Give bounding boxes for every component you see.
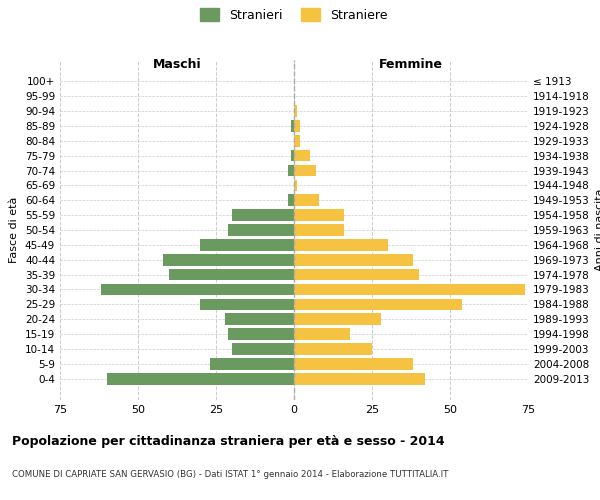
Bar — [232, 343, 294, 355]
Bar — [229, 224, 294, 236]
Bar — [294, 194, 319, 206]
Text: Popolazione per cittadinanza straniera per età e sesso - 2014: Popolazione per cittadinanza straniera p… — [12, 435, 445, 448]
Bar — [294, 150, 310, 162]
Bar — [288, 164, 294, 176]
Y-axis label: Fasce di età: Fasce di età — [10, 197, 19, 263]
Bar — [294, 135, 300, 146]
Bar — [229, 328, 294, 340]
Bar — [294, 254, 413, 266]
Bar — [294, 164, 316, 176]
Bar — [200, 298, 294, 310]
Bar — [294, 180, 297, 191]
Bar — [169, 269, 294, 280]
Legend: Stranieri, Straniere: Stranieri, Straniere — [196, 3, 392, 26]
Bar — [294, 373, 425, 384]
Bar — [163, 254, 294, 266]
Bar — [294, 224, 344, 236]
Bar — [294, 314, 382, 325]
Bar — [294, 284, 525, 296]
Bar — [294, 358, 413, 370]
Bar — [294, 239, 388, 250]
Bar — [294, 343, 372, 355]
Y-axis label: Anni di nascita: Anni di nascita — [595, 188, 600, 271]
Bar — [226, 314, 294, 325]
Bar — [232, 210, 294, 221]
Bar — [200, 239, 294, 250]
Text: Femmine: Femmine — [379, 58, 443, 71]
Bar — [294, 298, 463, 310]
Bar — [101, 284, 294, 296]
Text: Maschi: Maschi — [152, 58, 202, 71]
Bar — [294, 105, 297, 117]
Bar — [294, 210, 344, 221]
Bar — [294, 269, 419, 280]
Bar — [291, 150, 294, 162]
Bar — [107, 373, 294, 384]
Text: COMUNE DI CAPRIATE SAN GERVASIO (BG) - Dati ISTAT 1° gennaio 2014 - Elaborazione: COMUNE DI CAPRIATE SAN GERVASIO (BG) - D… — [12, 470, 448, 479]
Bar — [294, 328, 350, 340]
Bar — [210, 358, 294, 370]
Bar — [288, 194, 294, 206]
Bar — [294, 120, 300, 132]
Bar — [291, 120, 294, 132]
